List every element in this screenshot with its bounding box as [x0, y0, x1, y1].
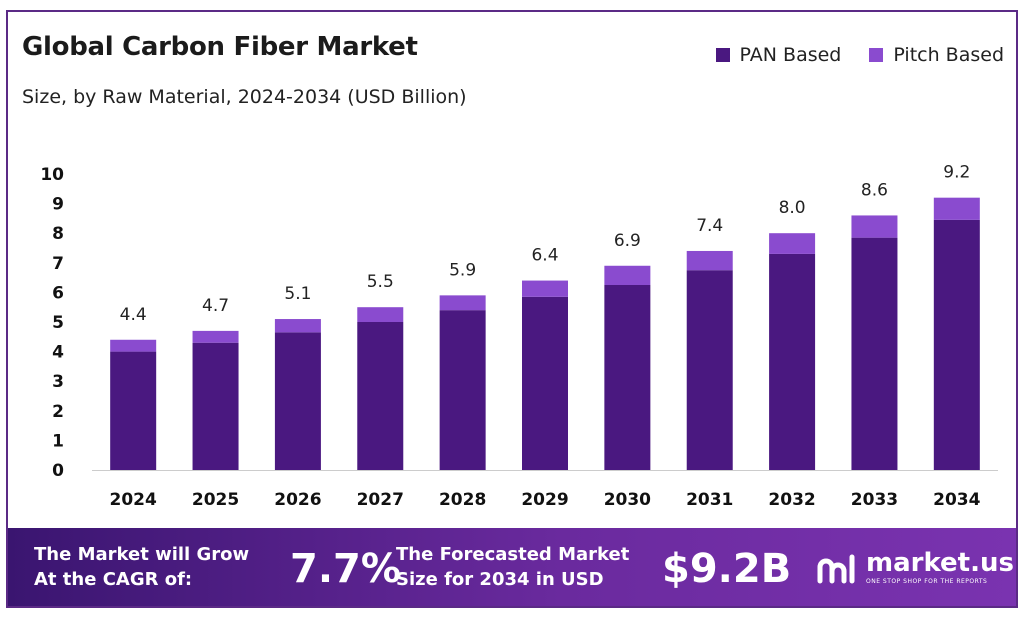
- chart-frame: Global Carbon Fiber Market Size, by Raw …: [6, 10, 1018, 608]
- bar-pan-2027: [357, 322, 404, 470]
- bar-pitch-2030: [604, 265, 651, 285]
- cagr-caption-line2: At the CAGR of:: [34, 569, 193, 590]
- data-label-2032: 8.0: [779, 198, 806, 218]
- y-tick-label: 0: [52, 461, 64, 481]
- legend-swatch-pitch: [869, 48, 884, 62]
- bar-pitch-2032: [769, 233, 816, 254]
- bar-pan-2026: [274, 332, 321, 470]
- legend-item-pan: PAN Based: [715, 44, 842, 66]
- x-tick-label: 2031: [686, 490, 733, 510]
- forecast-caption-line2: Size for 2034 in USD: [396, 569, 604, 590]
- x-tick-label: 2030: [604, 490, 651, 510]
- legend-label-pitch: Pitch Based: [893, 44, 1004, 66]
- legend-label-pan: PAN Based: [739, 44, 842, 66]
- x-tick-label: 2029: [521, 490, 568, 510]
- y-tick-label: 6: [52, 283, 64, 303]
- x-tick-label: 2034: [933, 490, 980, 510]
- x-tick-label: 2033: [851, 490, 898, 510]
- cagr-caption-line1: The Market will Grow: [34, 544, 250, 565]
- brand-logo: market.us ONE STOP SHOP FOR THE REPORTS: [816, 550, 1014, 585]
- y-tick-label: 9: [52, 195, 64, 215]
- data-label-2033: 8.6: [861, 180, 888, 200]
- bar-pan-2029: [522, 296, 568, 470]
- legend-item-pitch: Pitch Based: [869, 44, 1004, 66]
- bar-pan-2034: [933, 219, 980, 470]
- data-label-2034: 9.2: [943, 163, 970, 183]
- brand-name: market.us: [866, 548, 1014, 578]
- bar-pitch-2027: [357, 307, 404, 322]
- y-tick-label: 10: [40, 165, 64, 185]
- bar-pitch-2033: [851, 215, 898, 238]
- bar-pitch-2031: [686, 250, 733, 271]
- data-label-2028: 5.9: [449, 260, 476, 280]
- x-tick-label: 2032: [768, 490, 815, 510]
- bar-pan-2033: [851, 237, 898, 470]
- data-label-2030: 6.9: [614, 231, 641, 251]
- y-tick-label: 7: [52, 254, 64, 274]
- bar-pitch-2034: [933, 197, 980, 220]
- forecast-caption: The Forecasted Market Size for 2034 in U…: [396, 542, 629, 592]
- data-label-2029: 6.4: [531, 246, 558, 266]
- y-tick-label: 1: [52, 431, 64, 451]
- data-label-2025: 4.7: [202, 296, 229, 316]
- x-tick-label: 2028: [439, 490, 486, 510]
- chart-subtitle: Size, by Raw Material, 2024-2034 (USD Bi…: [22, 86, 467, 108]
- data-label-2031: 7.4: [696, 216, 723, 236]
- bar-pan-2032: [769, 253, 816, 470]
- y-tick-label: 2: [52, 402, 64, 422]
- chart-title: Global Carbon Fiber Market: [22, 32, 418, 62]
- bar-pan-2028: [439, 310, 486, 470]
- bar-pitch-2025: [192, 330, 239, 343]
- bar-chart: 0 1 2 3 4 5 6 7 8 9 10 4.4 2024 4.7 2025 5.1 2026 5.5 2027…: [40, 163, 998, 510]
- y-tick-label: 8: [52, 224, 64, 244]
- bar-pitch-2026: [274, 319, 321, 333]
- bar-pitch-2028: [439, 295, 486, 311]
- y-tick-label: 5: [52, 313, 64, 333]
- bar-pitch-2029: [522, 280, 568, 297]
- y-tick-label: 4: [52, 343, 64, 363]
- bar-pitch-2024: [110, 339, 157, 352]
- x-tick-label: 2024: [110, 490, 157, 510]
- brand-mark-icon: [817, 554, 855, 583]
- x-tick-label: 2026: [274, 490, 321, 510]
- data-label-2024: 4.4: [120, 305, 147, 325]
- forecast-caption-line1: The Forecasted Market: [396, 544, 630, 565]
- data-label-2026: 5.1: [284, 284, 311, 304]
- x-tick-label: 2027: [357, 490, 404, 510]
- bar-pan-2024: [110, 351, 157, 470]
- y-tick-label: 3: [52, 372, 64, 392]
- bar-pan-2025: [192, 342, 239, 470]
- legend-swatch-pan: [715, 48, 730, 62]
- bar-pan-2030: [604, 285, 651, 470]
- forecast-value: $9.2B: [662, 546, 792, 592]
- bar-pan-2031: [686, 270, 733, 470]
- data-label-2027: 5.5: [367, 272, 394, 292]
- cagr-caption: The Market will Grow At the CAGR of:: [34, 542, 249, 592]
- legend: PAN Based Pitch Based: [715, 44, 1004, 66]
- x-tick-label: 2025: [192, 490, 239, 510]
- footer-banner: The Market will Grow At the CAGR of: 7.7…: [8, 528, 1016, 606]
- cagr-value: 7.7%: [290, 546, 401, 592]
- brand-tagline: ONE STOP SHOP FOR THE REPORTS: [866, 578, 988, 585]
